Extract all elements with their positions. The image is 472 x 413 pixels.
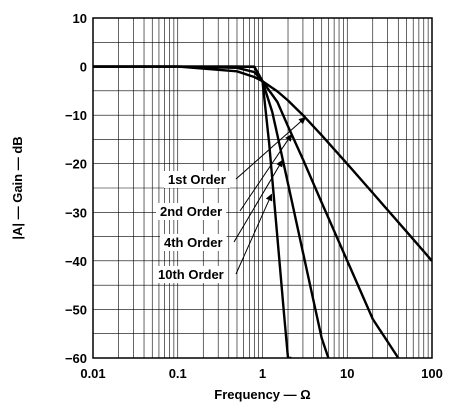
x-tick-label: 0.01 [80, 366, 105, 381]
x-axis-title: Frequency — Ω [214, 387, 310, 402]
annotations: 1st Order 2nd Order 4th Order 10th Order [154, 117, 306, 283]
annotation-background [156, 203, 227, 220]
x-tick-label: 10 [340, 366, 354, 381]
annotation-arrow [233, 159, 283, 243]
annotation-label: 10th Order [158, 267, 224, 282]
y-tick-labels: 10 0 −10 −20 −30 −40 −50 −60 [65, 11, 87, 366]
series-order-10 [93, 65, 292, 358]
annotation-label: 1st Order [168, 172, 226, 187]
annotation-label: 4th Order [164, 235, 223, 250]
plot-frame [92, 17, 433, 359]
annotation-background [160, 234, 227, 251]
x-tick-label: 1 [259, 366, 266, 381]
y-tick-label: −60 [65, 351, 87, 366]
y-tick-label: 0 [80, 60, 87, 75]
annotation-arrow [239, 133, 292, 212]
annotation-background [154, 266, 228, 283]
x-tick-labels: 0.01 0.1 1 10 100 [80, 366, 443, 381]
annotation-arrow [235, 117, 306, 180]
series-order-1 [93, 65, 432, 262]
curves [93, 65, 432, 358]
y-tick-label: −30 [65, 205, 87, 220]
annotation-arrow [235, 193, 273, 275]
y-tick-label: 10 [73, 11, 87, 26]
y-axis-title: |A| — Gain — dB [10, 136, 25, 239]
annotation-background [164, 171, 230, 188]
y-tick-label: −40 [65, 254, 87, 269]
x-tick-label: 100 [421, 366, 443, 381]
y-tick-label: −50 [65, 302, 87, 317]
annotation-label: 2nd Order [160, 204, 222, 219]
grid [92, 17, 432, 359]
x-tick-label: 0.1 [169, 366, 187, 381]
y-tick-label: −20 [65, 157, 87, 172]
y-tick-label: −10 [65, 108, 87, 123]
